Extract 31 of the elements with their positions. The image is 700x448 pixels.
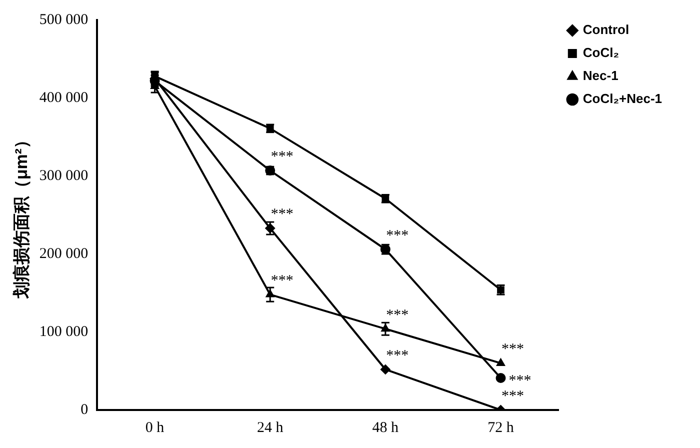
y-tick-label: 400 000 xyxy=(39,90,88,106)
legend-label: Control xyxy=(582,22,630,38)
annotation: *** xyxy=(270,272,294,289)
x-tick-label: 48 h xyxy=(372,420,400,436)
point xyxy=(496,358,506,366)
annotation: *** xyxy=(386,307,409,324)
legend-label: CoCl₂+Nec-1 xyxy=(582,91,662,106)
annotation: *** xyxy=(386,228,409,244)
legend-label: Nec-1 xyxy=(582,68,618,84)
x-tick-label: 72 h xyxy=(488,420,514,436)
x-tick-label: 0 h xyxy=(145,420,165,436)
annotation: *** xyxy=(501,388,524,404)
annotation: *** xyxy=(270,206,294,223)
annotation: *** xyxy=(508,372,532,389)
x-tick-label: 24 h xyxy=(256,420,284,436)
annotation: *** xyxy=(270,148,294,165)
point xyxy=(496,373,506,384)
y-axis-title: 划痕损伤面积（μm²） xyxy=(12,131,31,300)
point xyxy=(381,324,390,332)
y-tick-label: 300 000 xyxy=(39,168,88,184)
y-tick-label: 0 xyxy=(80,402,88,418)
point xyxy=(380,364,390,374)
y-tick-label: 100 000 xyxy=(39,324,88,340)
point xyxy=(266,290,275,298)
point xyxy=(497,286,504,294)
y-tick-label: 200 000 xyxy=(39,246,88,262)
annotation: *** xyxy=(501,342,524,358)
annotation: *** xyxy=(386,348,409,364)
point xyxy=(265,223,276,234)
legend-label: CoCl₂ xyxy=(582,45,620,60)
y-tick-label: 500 000 xyxy=(39,12,88,28)
